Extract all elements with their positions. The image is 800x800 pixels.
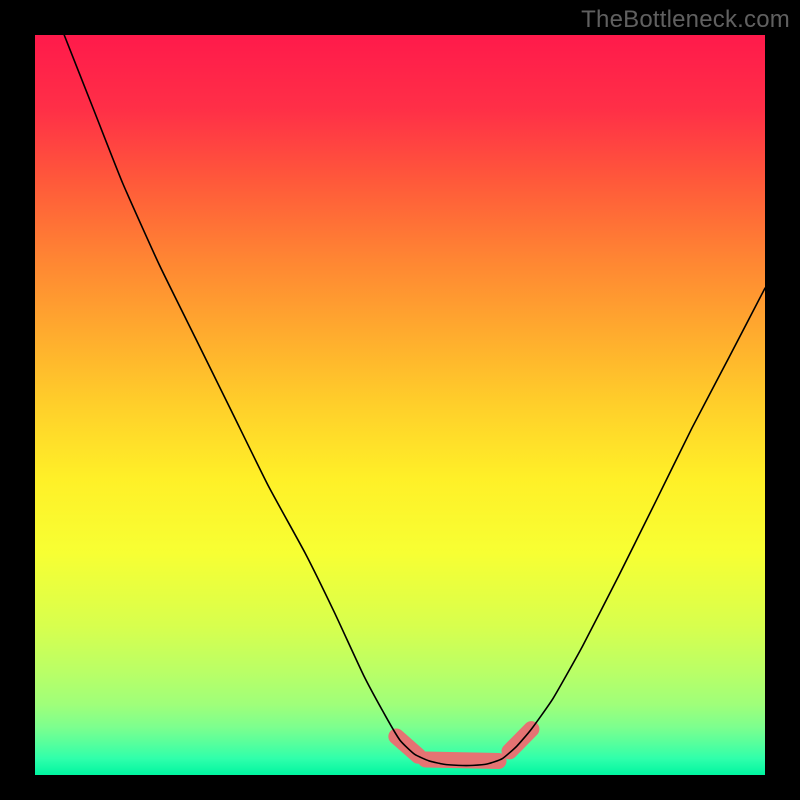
highlight-segment: [426, 759, 499, 760]
watermark-text: TheBottleneck.com: [581, 6, 790, 34]
plot-area: [35, 35, 765, 775]
stage: TheBottleneck.com: [0, 0, 800, 800]
plot-background: [35, 35, 765, 775]
plot-svg: [35, 35, 765, 775]
